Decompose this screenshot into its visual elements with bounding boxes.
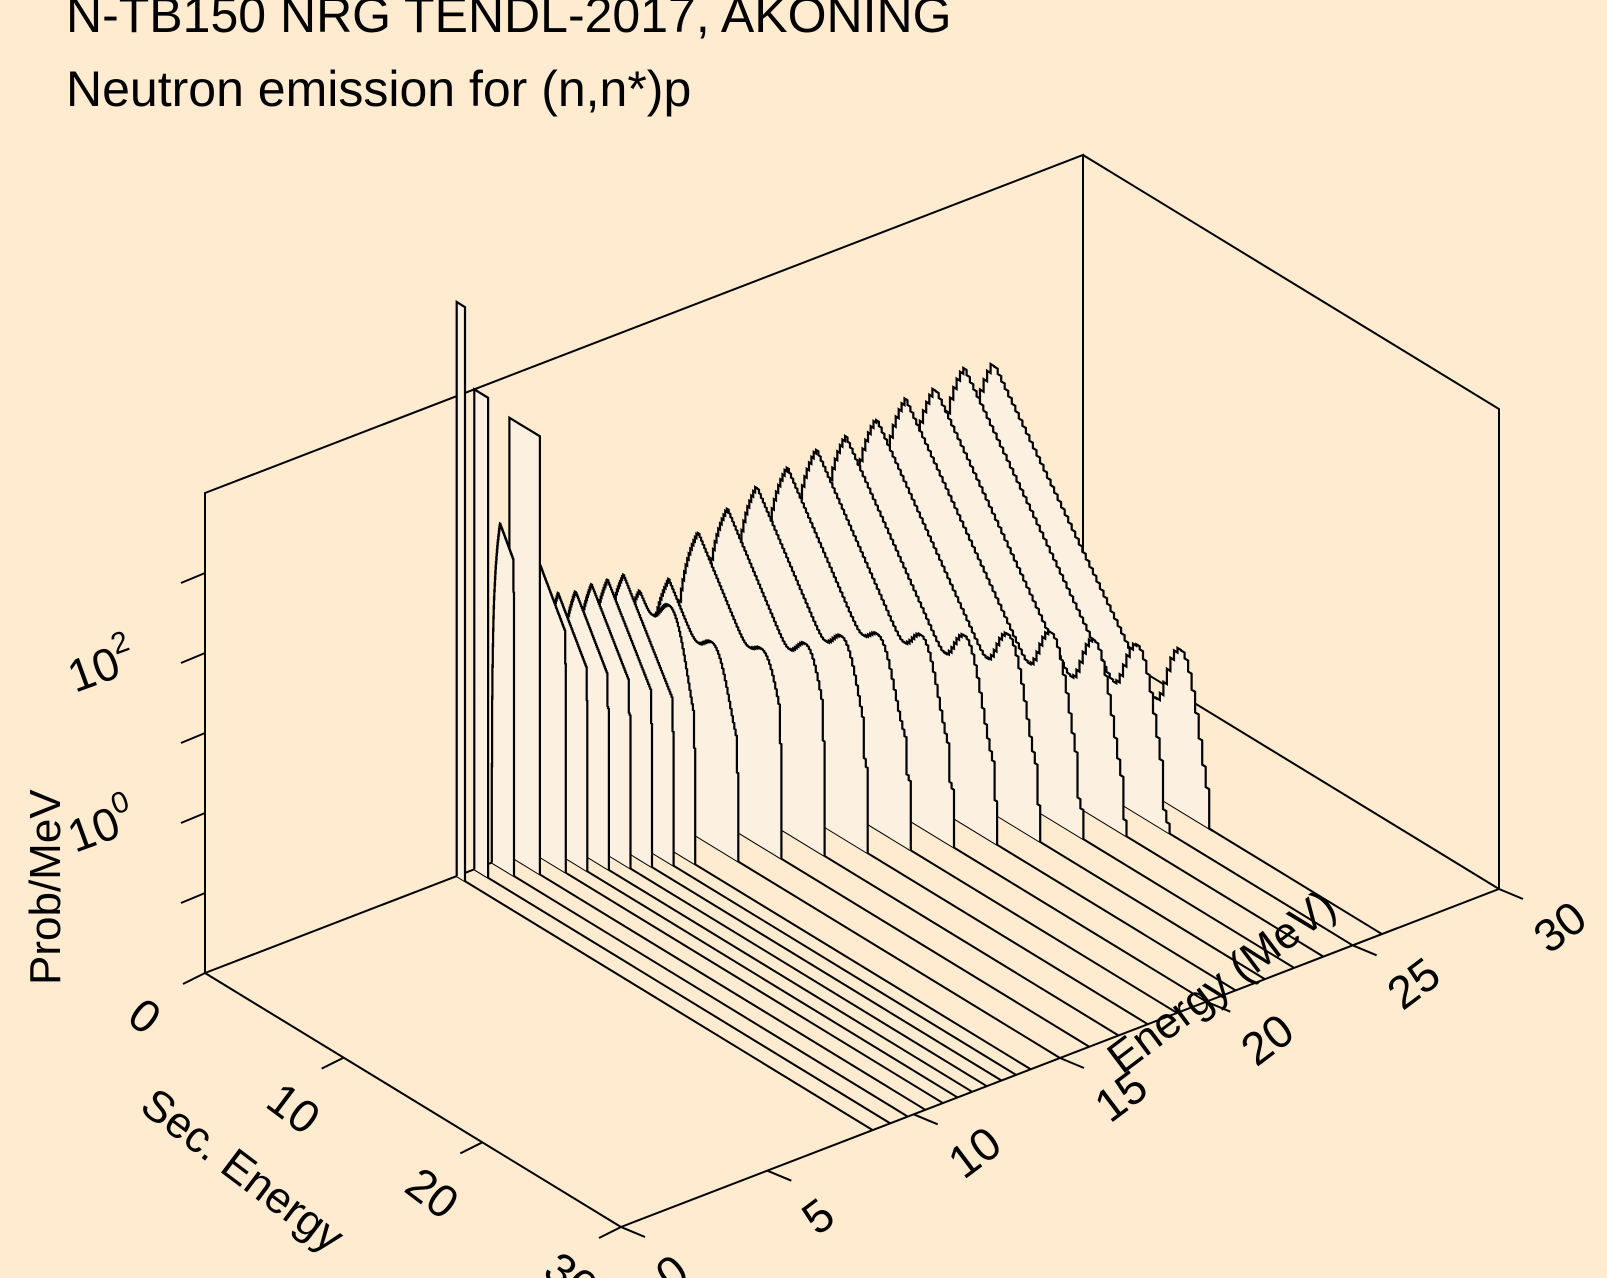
x-tick: [598, 1226, 622, 1239]
spectrum-fill: [491, 523, 514, 877]
y-tick: [766, 1169, 792, 1182]
z-tick: [180, 892, 206, 904]
floor-back-edge: [1082, 634, 1500, 890]
y-tick: [1059, 1057, 1085, 1069]
y-tick: [1498, 888, 1524, 900]
y-tick-label: 30: [1524, 891, 1596, 963]
spectrum-fill: [474, 389, 489, 878]
spectrum-fill: [456, 302, 465, 882]
x-tick-label: 10: [258, 1072, 330, 1144]
spectrum-baseline: [508, 854, 926, 1111]
y-tick-label: 25: [1377, 947, 1449, 1019]
spectrum-line: [847, 418, 1042, 842]
spectrum-fill: [509, 417, 540, 875]
spectrum-line: [818, 434, 999, 845]
spectrum-line: [964, 362, 1214, 832]
spectrum-baseline: [526, 848, 944, 1104]
z-tick-label: 102: [59, 625, 143, 703]
side-wall: [1082, 154, 1500, 889]
y-tick-label: 20: [1231, 1003, 1303, 1075]
spectrum-line: [672, 530, 783, 859]
spectrum-curve-10.4: [508, 415, 926, 1111]
chart-subtitle: Neutron emission for (n,n*)p: [66, 61, 692, 117]
spectrum-line: [730, 485, 869, 854]
z-tick: [180, 572, 206, 584]
y-tick: [620, 1226, 646, 1238]
spectrum-line: [935, 366, 1171, 834]
spectrum-baseline: [555, 836, 973, 1093]
spectrum-baseline: [491, 861, 909, 1118]
spectrum-line: [876, 396, 1085, 840]
spectrum-curve-8.6: [455, 300, 874, 1131]
y-tick-label: 10: [938, 1116, 1010, 1188]
x-tick-label: 0: [119, 987, 171, 1044]
x-axis-line: [204, 972, 622, 1228]
spectrum-curve-9.8: [490, 521, 909, 1118]
spectrum-baseline: [541, 842, 959, 1099]
spectrum-curve-9.2: [473, 387, 891, 1125]
x-tick-label: 30: [535, 1241, 607, 1278]
x-tick: [182, 972, 206, 985]
y-tick: [913, 1113, 939, 1126]
spectrum-baseline: [473, 868, 891, 1125]
y-tick-label: 5: [792, 1188, 844, 1245]
spectrum-line: [455, 300, 467, 882]
spectrum-line: [701, 506, 826, 856]
chart-title: N-TB150 NRG TENDL-2017, AKONING: [66, 0, 952, 43]
spectrum-line: [642, 577, 740, 862]
x-tick: [459, 1141, 483, 1155]
y-tick-label: 0: [646, 1244, 698, 1278]
spectrum-line: [906, 386, 1128, 837]
spectrum-baseline: [584, 825, 1002, 1082]
spectrum-line: [759, 465, 912, 851]
spectrum-line: [789, 447, 956, 848]
z-axis-label: Prob/MeV: [21, 789, 70, 985]
z-tick: [180, 732, 206, 744]
y-tick: [1205, 1000, 1231, 1013]
spectrum-baseline: [570, 831, 988, 1088]
spectra-layer: [455, 300, 1383, 1131]
z-tick: [180, 652, 206, 664]
z-tick-label: 100: [59, 785, 143, 863]
x-tick-label: 20: [396, 1157, 468, 1229]
z-tick-exponent: 2: [107, 625, 134, 662]
spectrum-baseline: [456, 875, 874, 1131]
x-tick: [321, 1056, 345, 1070]
spectrum-line: [490, 521, 516, 877]
y-tick: [1352, 944, 1378, 957]
spectrum-line: [473, 387, 490, 878]
z-tick: [180, 812, 206, 824]
y-axis-label: Energy (MeV): [1099, 881, 1345, 1083]
z-tick-exponent: 0: [107, 785, 134, 822]
spectrum-line: [508, 415, 542, 875]
